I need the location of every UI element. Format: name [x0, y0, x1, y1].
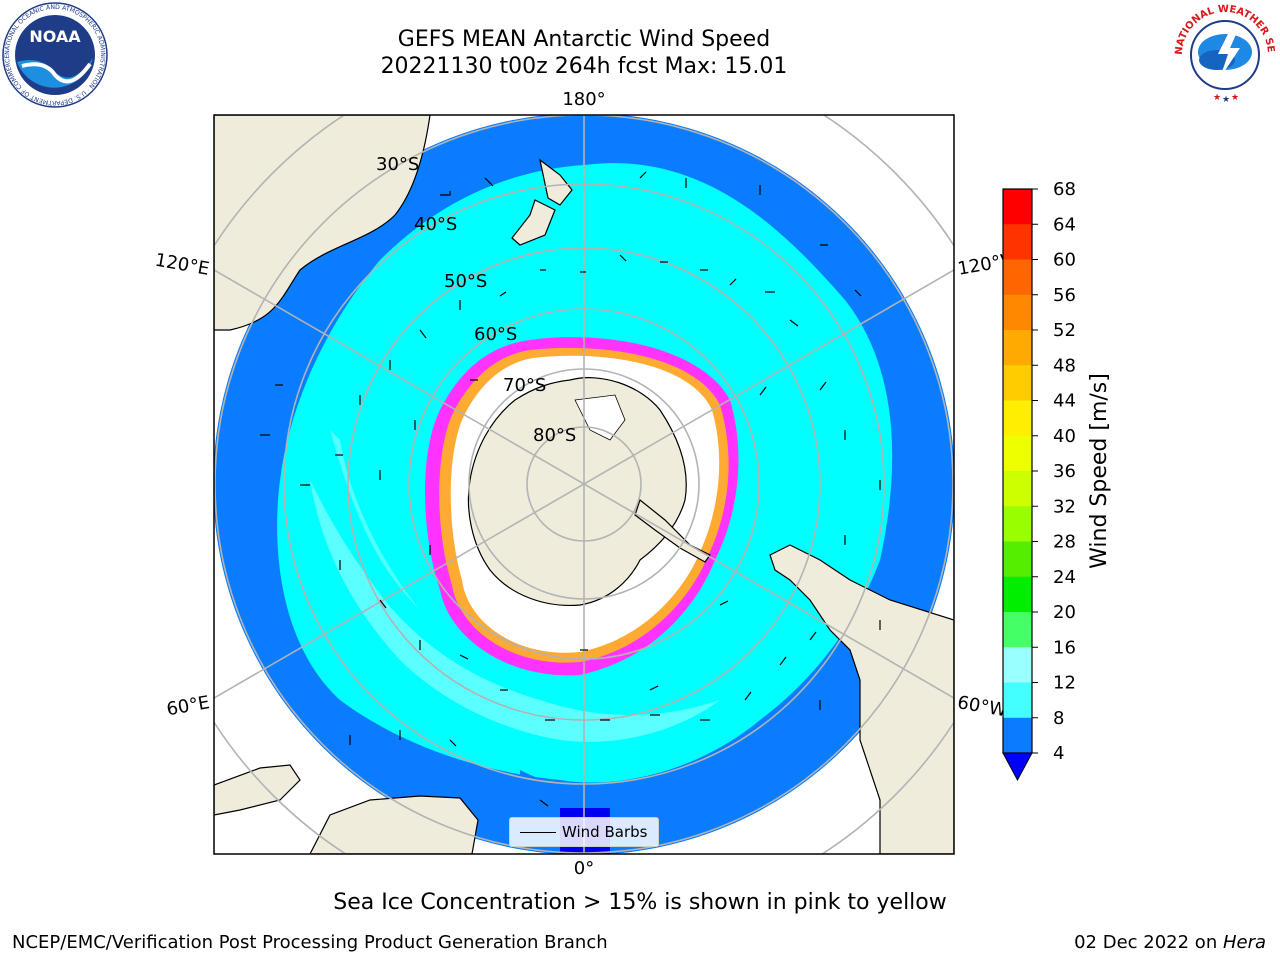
nws-logo: NATIONAL WEATHER SERVICE ★ ★ ★	[1170, 0, 1277, 107]
colorbar-tick-label: 8	[1053, 708, 1064, 729]
label-50s: 50°S	[444, 271, 487, 292]
australia-land	[214, 115, 431, 331]
colorbar-segment	[1003, 400, 1032, 437]
madagascar-land	[214, 764, 301, 816]
colorbar-segment	[1003, 612, 1032, 648]
colorbar-tick-label: 32	[1053, 496, 1076, 517]
colorbar-segment	[1003, 259, 1032, 296]
colorbar-segment	[1003, 189, 1032, 225]
colorbar-tick-label: 60	[1053, 250, 1076, 271]
label-70s: 70°S	[503, 375, 546, 396]
colorbar-tick-label: 20	[1053, 602, 1076, 623]
svg-text:★: ★	[1213, 93, 1221, 103]
wind-barb-legend: Wind Barbs	[509, 817, 659, 847]
colorbar-tick-label: 28	[1053, 532, 1076, 553]
colorbar-segment	[1003, 224, 1032, 260]
colorbar-tick-label: 16	[1053, 637, 1076, 658]
noaa-logo: NATIONAL OCEANIC AND ATMOSPHERIC ADMINIS…	[2, 2, 108, 108]
colorbar-segment	[1003, 682, 1032, 719]
chart-title: GEFS MEAN Antarctic Wind Speed	[397, 27, 771, 52]
colorbar-segment	[1003, 471, 1032, 507]
svg-text:★: ★	[1222, 95, 1230, 105]
footer-host: Hera	[1222, 932, 1266, 953]
colorbar-segment	[1003, 717, 1032, 754]
colorbar-tick-label: 4	[1053, 743, 1064, 764]
label-80s: 80°S	[533, 425, 576, 446]
label-40s: 40°S	[414, 214, 457, 235]
colorbar-tick-label: 12	[1053, 673, 1076, 694]
colorbar-label: Wind Speed [m/s]	[1087, 373, 1112, 569]
chart-subtitle: 20221130 t00z 264h fcst Max: 15.01	[380, 54, 788, 79]
colorbar-tick-label: 64	[1053, 214, 1076, 235]
colorbar-tick-label: 44	[1053, 391, 1076, 412]
new-zealand-north	[539, 158, 573, 206]
new-zealand-south	[511, 199, 556, 246]
colorbar-segment	[1003, 541, 1032, 578]
footer-credit: NCEP/EMC/Verification Post Processing Pr…	[12, 932, 608, 953]
legend-label: Wind Barbs	[562, 823, 648, 841]
africa-land	[309, 795, 479, 854]
label-60s: 60°S	[474, 324, 517, 345]
footer-date-text: 02 Dec 2022 on	[1074, 932, 1223, 953]
colorbar-segment	[1003, 294, 1032, 331]
map-frame	[213, 114, 955, 855]
sea-ice-caption: Sea Ice Concentration > 15% is shown in …	[333, 890, 947, 915]
colorbar-tick-label: 52	[1053, 320, 1076, 341]
colorbar-tick-label: 24	[1053, 567, 1076, 588]
label-30s: 30°S	[376, 154, 419, 175]
colorbar-segment	[1003, 435, 1032, 472]
legend-line	[520, 832, 556, 833]
south-america-land	[769, 544, 954, 854]
antarctica-land	[467, 377, 687, 607]
graticule	[214, 115, 954, 854]
noaa-text: NOAA	[29, 27, 81, 46]
colorbar-segment	[1003, 365, 1032, 401]
colorbar-tick-label: 36	[1053, 461, 1076, 482]
label-180: 180°	[562, 89, 605, 110]
colorbar-extend-arrow	[1002, 752, 1033, 782]
colorbar-segment	[1003, 506, 1032, 542]
colorbar-tick-label: 56	[1053, 285, 1076, 306]
wind-barbs	[260, 171, 881, 807]
footer-date: 02 Dec 2022 on Hera	[1074, 932, 1266, 953]
ocean-light-band	[310, 480, 720, 742]
label-0: 0°	[574, 858, 594, 879]
colorbar-segment	[1003, 330, 1032, 366]
colorbar-tick-label: 40	[1053, 426, 1076, 447]
colorbar-tick-label: 48	[1053, 355, 1076, 376]
svg-text:★: ★	[1231, 93, 1239, 103]
colorbar-segment	[1003, 647, 1032, 683]
colorbar-segment	[1003, 576, 1032, 613]
colorbar-tick-label: 68	[1053, 179, 1076, 200]
